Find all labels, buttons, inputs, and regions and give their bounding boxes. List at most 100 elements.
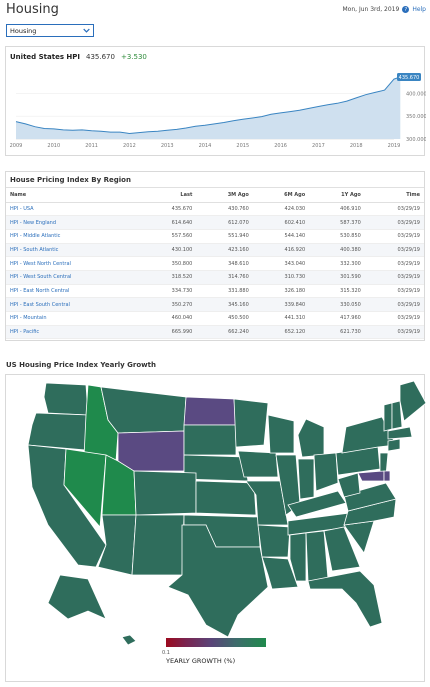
state-wy[interactable]	[117, 430, 185, 472]
state-oh[interactable]	[313, 452, 339, 492]
table-cell: 417.960	[309, 311, 365, 326]
state-la[interactable]	[261, 556, 299, 590]
state-wa[interactable]	[43, 382, 89, 416]
state-ny[interactable]	[341, 416, 397, 454]
table-row: HPI - Pacific 665.990 662.240 652.120 621.73…	[6, 325, 424, 340]
state-mo[interactable]	[245, 480, 289, 526]
column-header[interactable]: Last	[140, 188, 197, 203]
state-co[interactable]	[133, 470, 197, 516]
table-cell: 400.380	[309, 243, 365, 258]
table-row: HPI - East South Central 350.270 345.160 33…	[6, 297, 424, 312]
category-select[interactable]: Housing	[6, 24, 94, 37]
state-ia[interactable]	[237, 450, 279, 478]
table-row: HPI - West South Central 318.520 314.760 31…	[6, 270, 424, 285]
table-cell: 314.760	[196, 270, 253, 285]
hpi-last-value-label: 435.670	[399, 75, 420, 81]
state-nm[interactable]	[131, 514, 185, 576]
state-az[interactable]	[97, 514, 137, 576]
state-vt[interactable]	[383, 402, 393, 432]
growth-legend-label: YEARLY GROWTH (%)	[166, 657, 236, 665]
table-cell: 430.100	[140, 243, 197, 258]
help-icon[interactable]: ?	[402, 6, 410, 13]
table-row: HPI - West North Central 350.800 348.610 34…	[6, 256, 424, 271]
state-nd[interactable]	[183, 396, 237, 426]
column-header[interactable]: Time	[364, 188, 424, 203]
table-cell: 330.050	[309, 297, 365, 312]
region-table-panel: House Pricing Index By Region Name Last 3M…	[5, 171, 425, 341]
column-header[interactable]: 3M Ago	[196, 188, 253, 203]
table-cell: 03/29/19	[364, 270, 424, 285]
state-in[interactable]	[297, 458, 315, 500]
table-row: HPI - USA 435.670 430.760 424.030 406.910 03/…	[6, 202, 424, 217]
region-name-link[interactable]: HPI - East South Central	[6, 297, 141, 312]
state-ma[interactable]	[387, 426, 413, 440]
table-cell: 612.070	[196, 215, 253, 230]
state-sd[interactable]	[183, 424, 237, 456]
table-cell: 424.030	[252, 202, 310, 217]
state-wv[interactable]	[337, 472, 361, 498]
state-mn[interactable]	[233, 398, 269, 448]
table-cell: 326.180	[252, 284, 310, 299]
table-cell: 03/29/19	[364, 311, 424, 326]
state-me[interactable]	[399, 380, 427, 422]
table-cell: 03/29/19	[364, 297, 424, 312]
state-or[interactable]	[27, 412, 89, 451]
table-cell: 587.370	[309, 215, 365, 230]
region-name-link[interactable]: HPI - South Atlantic	[6, 243, 141, 258]
region-name-link[interactable]: HPI - Mountain	[6, 311, 141, 326]
table-cell: 03/29/19	[364, 256, 424, 271]
state-nv[interactable]	[63, 448, 107, 528]
table-cell: 441.310	[252, 311, 310, 326]
region-name-link[interactable]: HPI - Middle Atlantic	[6, 229, 141, 244]
state-tx[interactable]	[167, 524, 269, 638]
hpi-header: United States HPI 435.670 +3.530	[10, 53, 147, 61]
state-wi[interactable]	[267, 414, 295, 454]
state-hi[interactable]	[121, 634, 137, 646]
region-name-link[interactable]: HPI - West South Central	[6, 270, 141, 285]
table-cell: 03/29/19	[364, 284, 424, 299]
hpi-x-tick: 2018	[350, 143, 363, 149]
column-header[interactable]: 6M Ago	[252, 188, 310, 203]
state-al[interactable]	[305, 530, 329, 582]
hpi-series-line	[15, 76, 401, 135]
state-ms[interactable]	[289, 532, 307, 582]
state-md[interactable]	[357, 470, 385, 482]
table-cell: 614.640	[140, 215, 197, 230]
region-name-link[interactable]: HPI - USA	[6, 202, 141, 217]
region-name-link[interactable]: HPI - East North Central	[6, 284, 141, 299]
table-cell: 450.500	[196, 311, 253, 326]
state-de[interactable]	[383, 470, 391, 482]
hpi-change: +3.530	[120, 53, 147, 61]
state-ks[interactable]	[195, 480, 257, 516]
state-ak[interactable]	[47, 574, 107, 620]
us-choropleth-map[interactable]	[6, 375, 427, 683]
hpi-x-tick: 2019	[388, 143, 401, 149]
hpi-x-tick: 2015	[236, 143, 249, 149]
table-cell: 652.120	[252, 325, 310, 340]
table-cell: 406.910	[309, 202, 365, 217]
table-cell: 318.520	[140, 270, 197, 285]
region-table: Name Last 3M Ago 6M Ago 1Y Ago Time HPI - USA…	[6, 188, 424, 340]
region-name-link[interactable]: HPI - New England	[6, 215, 141, 230]
table-cell: 334.730	[140, 284, 197, 299]
state-ga[interactable]	[323, 526, 361, 572]
table-cell: 350.800	[140, 256, 197, 271]
state-va[interactable]	[343, 482, 397, 512]
table-cell: 331.880	[196, 284, 253, 299]
state-mt[interactable]	[100, 386, 187, 434]
column-header[interactable]: Name	[6, 188, 141, 203]
help-link[interactable]: Help	[412, 6, 426, 13]
state-fl[interactable]	[307, 570, 383, 628]
hpi-x-tick: 2014	[199, 143, 212, 149]
hpi-last-value-badge	[397, 72, 421, 81]
state-mi[interactable]	[297, 418, 325, 458]
hpi-y-tick: 350.000	[406, 114, 426, 120]
hpi-x-tick: 2016	[274, 143, 287, 149]
map-panel	[5, 374, 427, 683]
column-header[interactable]: 1Y Ago	[309, 188, 365, 203]
state-nh[interactable]	[391, 400, 403, 430]
state-ar[interactable]	[257, 524, 291, 558]
state-ct[interactable]	[387, 438, 401, 452]
region-name-link[interactable]: HPI - West North Central	[6, 256, 141, 271]
region-name-link[interactable]: HPI - Pacific	[6, 325, 141, 340]
